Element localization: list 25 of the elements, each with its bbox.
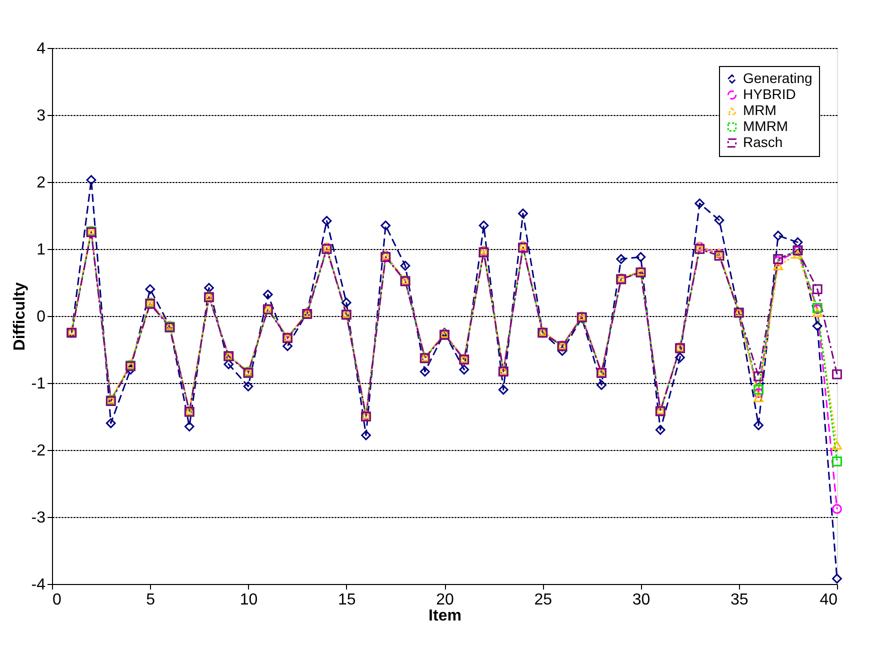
- y-tick-label: -3: [31, 510, 46, 526]
- x-tick-label: 25: [534, 592, 552, 608]
- legend-label: MRM: [743, 102, 776, 118]
- legend-label: Generating: [743, 70, 812, 86]
- legend-label: HYBRID: [743, 86, 796, 102]
- y-tick-label: 3: [36, 108, 46, 124]
- x-tick-label: 30: [632, 592, 650, 608]
- x-tick-label: 20: [436, 592, 454, 608]
- x-tick-label: 10: [240, 592, 258, 608]
- y-tick-label: 0: [36, 308, 46, 326]
- y-tick-label: 1: [36, 242, 46, 258]
- y-tick-label: -1: [31, 376, 46, 392]
- x-tick-label: 40: [820, 592, 838, 608]
- y-tick-label: 2: [36, 174, 46, 192]
- x-tick-label: 15: [338, 592, 356, 608]
- x-axis-title: Item: [428, 608, 462, 624]
- y-tick-label: -4: [31, 576, 46, 594]
- y-tick-label: 4: [36, 40, 46, 58]
- x-tick-label: 5: [146, 592, 156, 608]
- y-tick-label: -2: [31, 442, 46, 460]
- legend-label: Rasch: [743, 134, 783, 150]
- x-tick-label: 35: [730, 592, 748, 608]
- legend-label: MMRM: [743, 118, 788, 134]
- y-axis-title: Difficulty: [11, 282, 28, 351]
- x-tick-label: 0: [52, 592, 62, 608]
